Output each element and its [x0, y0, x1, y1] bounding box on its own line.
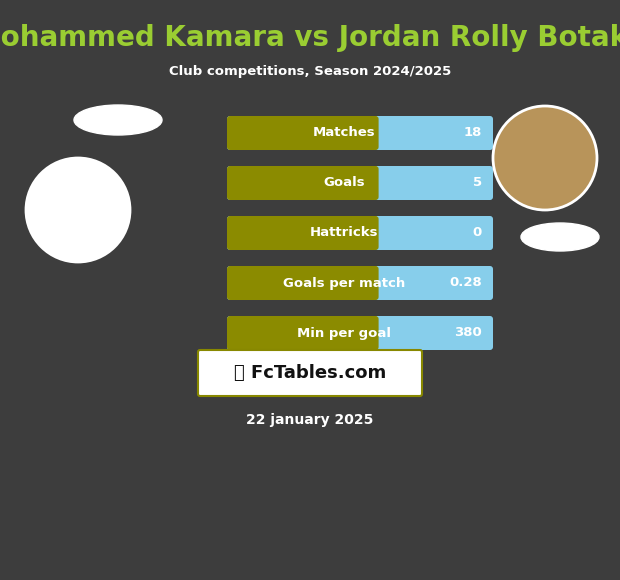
FancyBboxPatch shape	[227, 116, 493, 150]
Text: 380: 380	[454, 327, 482, 339]
FancyBboxPatch shape	[227, 266, 379, 300]
FancyBboxPatch shape	[227, 166, 493, 200]
FancyBboxPatch shape	[227, 166, 379, 200]
Text: Mohammed Kamara vs Jordan Rolly Botaka: Mohammed Kamara vs Jordan Rolly Botaka	[0, 24, 620, 52]
Circle shape	[26, 158, 130, 262]
FancyBboxPatch shape	[227, 266, 493, 300]
Text: Club competitions, Season 2024/2025: Club competitions, Season 2024/2025	[169, 66, 451, 78]
FancyBboxPatch shape	[227, 316, 493, 350]
Text: Matches: Matches	[313, 126, 376, 140]
Text: 0: 0	[472, 227, 482, 240]
Text: 18: 18	[464, 126, 482, 140]
Text: 📊 FcTables.com: 📊 FcTables.com	[234, 364, 386, 382]
Text: 5: 5	[473, 176, 482, 190]
Text: Min per goal: Min per goal	[298, 327, 391, 339]
FancyBboxPatch shape	[227, 216, 379, 250]
FancyBboxPatch shape	[227, 116, 379, 150]
Ellipse shape	[521, 223, 599, 251]
Ellipse shape	[74, 105, 162, 135]
Text: 22 january 2025: 22 january 2025	[246, 413, 374, 427]
Text: 0.28: 0.28	[450, 277, 482, 289]
Circle shape	[493, 106, 597, 210]
Text: Goals: Goals	[324, 176, 365, 190]
FancyBboxPatch shape	[227, 316, 379, 350]
FancyBboxPatch shape	[198, 350, 422, 396]
Text: Hattricks: Hattricks	[310, 227, 379, 240]
Text: Goals per match: Goals per match	[283, 277, 405, 289]
FancyBboxPatch shape	[227, 216, 493, 250]
